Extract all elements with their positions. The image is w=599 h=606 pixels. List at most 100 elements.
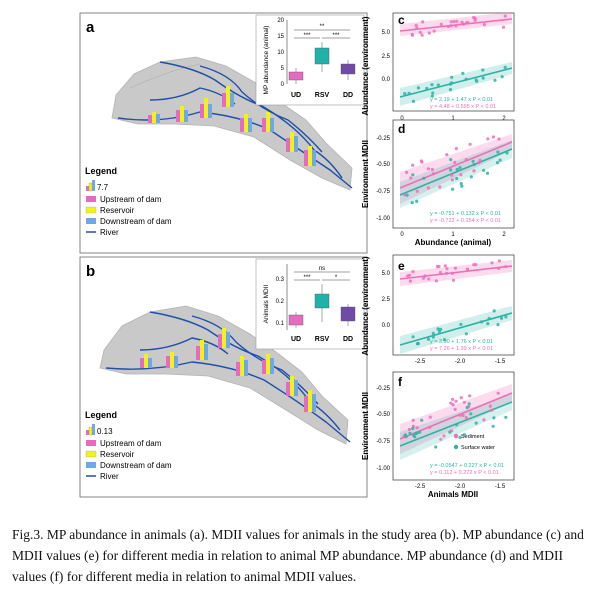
abundance-bars — [148, 86, 316, 166]
regression-line-water — [399, 312, 513, 346]
scatter-point-water — [414, 431, 418, 436]
legend-swatch-reservoir — [85, 450, 97, 458]
y-tick-label: -1.00 — [376, 466, 390, 472]
scatter-point-water — [458, 166, 462, 170]
scatter-points-c — [403, 14, 507, 103]
scatter-point-water — [503, 65, 507, 69]
scatter-point-water — [411, 99, 416, 103]
scatter-point-sediment — [468, 142, 472, 146]
box-ud — [288, 314, 304, 326]
scatter-point-water — [495, 161, 500, 165]
regression-line-water — [399, 148, 513, 196]
scatter-point-sediment — [468, 394, 472, 398]
scatter-point-sediment — [454, 24, 458, 28]
y-tick-label: -0.75 — [376, 439, 390, 445]
legend-scale-bar — [88, 426, 93, 436]
y-tick-label: -0.25 — [376, 386, 390, 392]
confidence-band-water — [400, 140, 512, 208]
scatter-point-water — [448, 88, 453, 92]
scatter-point-sediment — [406, 274, 410, 278]
scatter-point-water — [436, 327, 440, 331]
watershed-shape — [111, 56, 353, 191]
scatter-point-water — [467, 402, 471, 406]
scatter-point-sediment — [491, 135, 495, 139]
scatter-point-water — [411, 173, 415, 177]
scatter-point-sediment — [421, 276, 426, 280]
y-tick-label: 5.0 — [382, 271, 391, 277]
scatter-point-water — [455, 167, 459, 172]
scatter-point-water — [469, 412, 473, 416]
scatter-point-water — [437, 329, 441, 333]
scatter-point-water — [416, 341, 420, 345]
regression-line-water — [399, 67, 513, 98]
legend-title: Legend — [85, 410, 117, 420]
sig-label: * — [335, 275, 338, 281]
sig-label: ** — [320, 24, 325, 30]
scatter-point-sediment — [497, 259, 501, 263]
scatter-point-sediment — [411, 418, 415, 422]
scatter-point-sediment — [445, 271, 449, 275]
scatter-point-water — [426, 337, 430, 341]
scatter-point-sediment — [460, 20, 464, 24]
panel-a-frame — [79, 12, 368, 254]
y-tick-label: -1.00 — [376, 216, 390, 222]
scatter-point-sediment — [426, 186, 430, 190]
scatter-point-water — [449, 168, 453, 172]
scatter-point-water — [416, 86, 420, 90]
legend-marker-water — [453, 444, 459, 450]
scatter-point-sediment — [450, 173, 454, 177]
confidence-band-sediment — [400, 384, 512, 454]
x-tick-label: 1 — [451, 232, 455, 238]
scatter-point-water — [480, 320, 484, 324]
x-axis-label: Animals MDII — [428, 490, 478, 499]
legend-swatch-upstream — [86, 196, 96, 202]
inset-frame — [255, 258, 365, 350]
scatter-point-water — [415, 199, 419, 203]
legend-scale-bar — [86, 186, 89, 191]
scatter-point-sediment — [445, 267, 449, 271]
scatter-point-sediment — [472, 169, 476, 173]
legend-swatch-upstream — [86, 440, 96, 446]
inset-ytick: 0 — [281, 82, 285, 88]
y-tick-label: -0.25 — [376, 136, 390, 142]
watershed-shape — [99, 305, 349, 445]
inset-category: UD — [291, 336, 301, 343]
site-bar-group — [236, 356, 248, 376]
map-legend: Legend 0.13 Upstream of dam Reservoir Do… — [85, 410, 172, 481]
scatter-point-water — [442, 338, 447, 342]
x-tick-label: 1 — [451, 116, 455, 122]
y-axis-label: Abundance (environment) — [361, 16, 370, 115]
scatter-point-sediment — [486, 137, 490, 141]
figure-caption: Fig.3. MP abundance in animals (a). MDII… — [12, 527, 584, 584]
scatter-point-sediment — [459, 396, 463, 400]
site-bar-group — [262, 354, 274, 374]
y-tick-label: 2.5 — [382, 297, 391, 303]
site-bar-group — [196, 340, 208, 360]
sig-label: *** — [332, 33, 340, 39]
panel-e: e Abundance (environment) 5.0 2.5 0.0 -2… — [361, 254, 515, 365]
regression-line-sediment — [399, 141, 513, 189]
scatter-point-sediment — [439, 437, 443, 441]
scatter-point-sediment — [466, 21, 470, 25]
scatter-point-water — [492, 416, 496, 420]
scatter-point-water — [434, 445, 438, 449]
y-tick-label: -0.50 — [376, 162, 390, 168]
legend-scale-bar — [92, 180, 95, 191]
scatter-points-e — [406, 259, 508, 346]
scatter-point-sediment — [419, 159, 423, 163]
legend-marker-sediment — [453, 433, 459, 439]
legend-label-downstream: Downstream of dam — [100, 461, 172, 470]
x-tick-label: 2 — [502, 232, 506, 238]
inset-ytick: 20 — [277, 18, 284, 24]
scatter-point-water — [411, 426, 415, 431]
scatter-point-sediment — [432, 29, 436, 33]
scatter-point-water — [485, 171, 490, 175]
inset-ytick: 0.3 — [276, 277, 285, 283]
scatter-point-sediment — [503, 14, 507, 18]
scatter-point-sediment — [473, 18, 477, 22]
figure: a Legend 7.7 Upstream of dam — [79, 12, 515, 499]
panel-a-letter: a — [86, 19, 95, 36]
panel-c: c Abundance (environment) 5.0 2.5 0.0 0 … — [361, 12, 515, 122]
inset-category: UD — [291, 92, 301, 99]
inset-ytick: 15 — [277, 34, 284, 40]
